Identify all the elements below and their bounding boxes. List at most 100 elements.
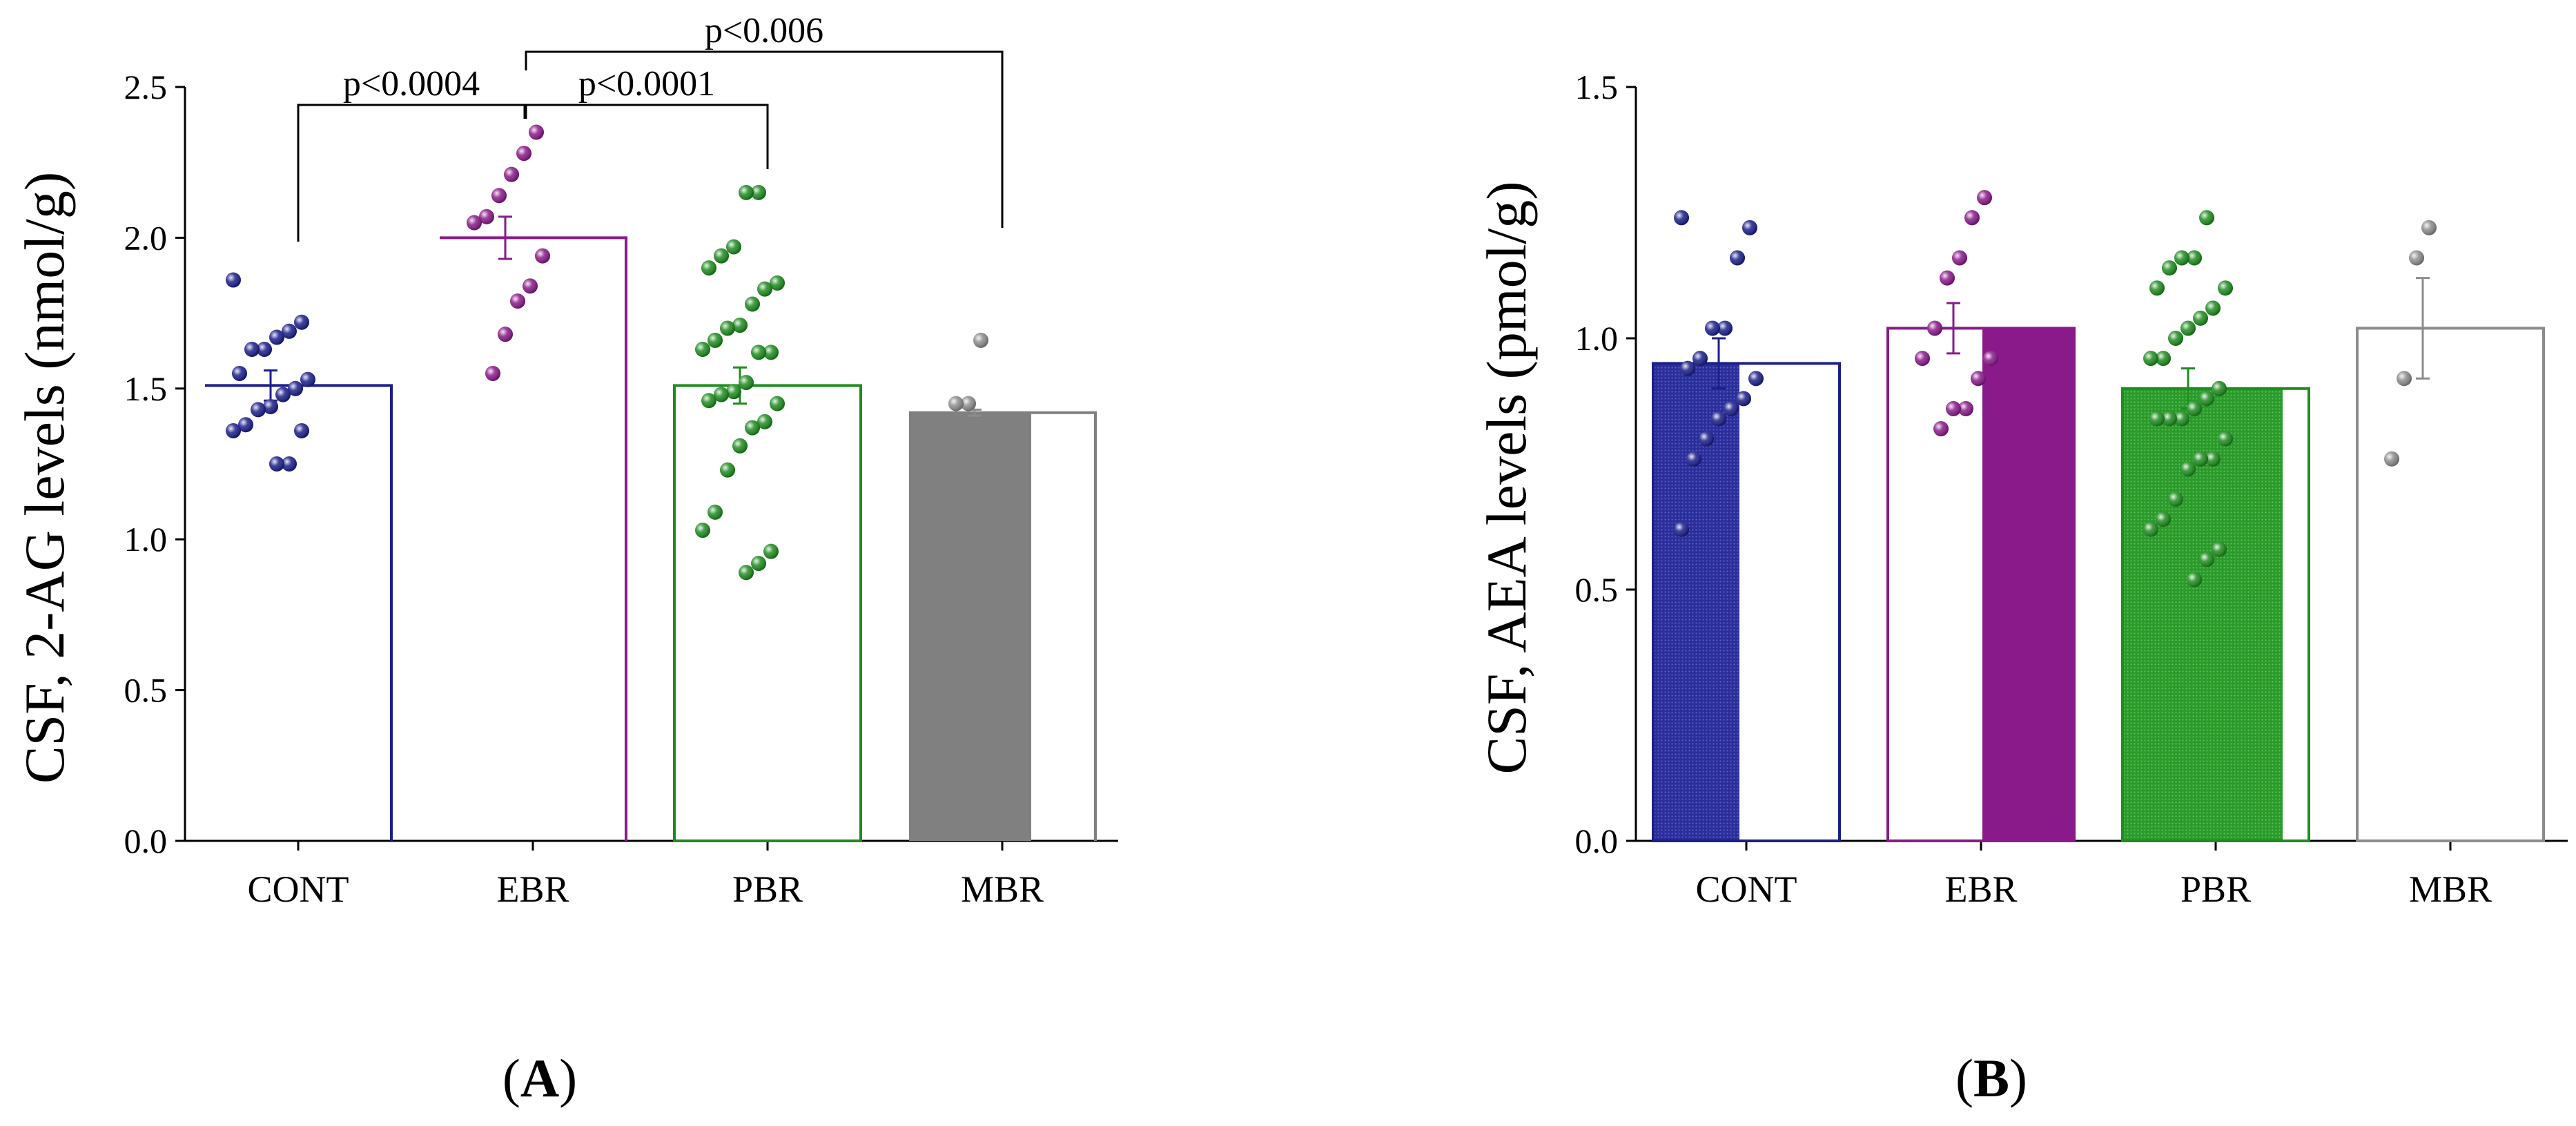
bar-fill <box>1653 363 1739 841</box>
chart-b-data-point <box>2421 220 2437 235</box>
chart-b-data-point <box>2149 411 2165 427</box>
chart-a-data-point <box>763 543 779 559</box>
bar-outline <box>2356 327 2545 842</box>
chart-b-data-point <box>1736 391 1751 407</box>
chart-b-panel-label: (B) <box>1955 1048 2027 1108</box>
bar-outline <box>1652 362 1841 842</box>
chart-b-data-point <box>2168 331 2183 346</box>
chart-a-category-label: MBR <box>961 868 1044 910</box>
chart-b-data-point <box>2174 250 2189 266</box>
chart-a-data-point <box>294 314 309 330</box>
chart-b-data-point <box>2212 541 2227 557</box>
chart-b-y-axis-label: CSF, AEA levels (pmol/g) <box>1475 181 1538 774</box>
chart-a-bar-pbr <box>673 366 862 842</box>
chart-b-data-point <box>2199 391 2214 407</box>
significance-label: p<0.0001 <box>578 64 715 104</box>
chart-b-data-point <box>1940 270 1955 286</box>
chart-a-significance: p<0.0004 p<0.0001 p<0.006 <box>297 11 1004 242</box>
chart-a-panel-letter: A <box>520 1048 559 1108</box>
chart-a-y-tick-label: 1.5 <box>124 369 168 408</box>
chart-b-data-point <box>1952 250 1967 266</box>
chart-b-data-point <box>1971 371 1986 387</box>
chart-b-data-point <box>2156 351 2171 367</box>
chart-a-data-point <box>708 504 723 520</box>
chart-a-data-point <box>751 556 766 572</box>
chart-a-data-point <box>467 215 482 231</box>
chart-b-bar-ebr <box>1886 302 2076 842</box>
chart-b-data-point <box>1958 400 1973 416</box>
chart-a-data-point <box>720 320 735 336</box>
chart-a-data-point <box>510 293 525 309</box>
chart-a-category-label: EBR <box>496 868 569 910</box>
chart-a-data-point <box>714 387 729 402</box>
chart-b-data-point <box>2205 300 2221 316</box>
chart-b-data-point <box>2199 210 2214 226</box>
chart-a-data-point <box>701 260 716 276</box>
chart-b-data-point <box>2205 451 2221 467</box>
chart-a-data-point <box>726 384 741 400</box>
chart-a-data-point <box>251 402 266 418</box>
chart-b-data-point <box>2149 280 2165 296</box>
chart-a-data-point <box>535 248 550 264</box>
chart-a-data-point <box>739 375 754 391</box>
chart-a-data-point <box>516 146 531 162</box>
chart-a-y-tick-label: 2.5 <box>124 68 168 106</box>
chart-b-data-point <box>2218 280 2233 296</box>
chart-a-data-point <box>288 380 303 396</box>
chart-b-data-point <box>2397 371 2412 387</box>
chart-a-data-point <box>720 462 735 478</box>
chart-a-data-point <box>757 414 772 429</box>
chart-a-data-point <box>763 344 779 360</box>
chart-b-data-point <box>2384 451 2399 467</box>
chart-b-data-point <box>1699 431 1714 447</box>
chart-b-data-point <box>2199 552 2214 567</box>
chart-b-data-point <box>2218 431 2233 447</box>
chart-a-data-point <box>751 344 766 360</box>
chart-b-data-point <box>2193 451 2208 467</box>
chart-a-data-point <box>294 423 309 438</box>
chart-b-data-point <box>2162 411 2177 427</box>
chart-b-data-point <box>1742 220 1757 235</box>
chart-a-data-point <box>232 365 247 381</box>
chart-a-data-point <box>745 420 760 436</box>
chart-panel-a: 0.0 0.5 1.0 1.5 2.0 2.5 CONT EBR PBR MBR p<0.0004… <box>13 11 1118 1108</box>
chart-b-data-point <box>1977 190 1992 206</box>
bar-outline <box>205 384 393 841</box>
chart-a-bar-mbr <box>909 408 1097 841</box>
chart-b-data-point <box>1717 320 1733 336</box>
chart-b-data-point <box>1964 210 1980 226</box>
chart-a-data-point <box>498 327 513 342</box>
chart-b-data-point <box>2174 411 2189 427</box>
chart-a-y-tick-label: 1.0 <box>124 520 168 559</box>
bar-outline <box>1031 411 1097 841</box>
bracket-line <box>525 104 769 169</box>
chart-b-data-point <box>2187 572 2202 588</box>
chart-a-data-point <box>238 417 253 433</box>
chart-b-data-point <box>1705 320 1720 336</box>
chart-a-panel-label: (A) <box>502 1048 577 1108</box>
chart-b-data-point <box>1927 320 1942 336</box>
chart-a-data-point <box>269 329 284 345</box>
chart-a-data-point <box>770 275 785 291</box>
chart-b-data-point <box>2156 512 2171 527</box>
chart-b-bar-pbr <box>2121 367 2310 842</box>
chart-b-data-point <box>1946 400 1961 416</box>
chart-b-data-point <box>2212 380 2227 396</box>
chart-b-category-label: MBR <box>2409 868 2492 910</box>
chart-a-data-point <box>726 239 741 255</box>
chart-b-data-point <box>2180 320 2196 336</box>
significance-bracket: p<0.0004 <box>297 64 526 242</box>
significance-bracket: p<0.0001 <box>525 64 769 169</box>
chart-a-bar-cont <box>205 369 393 841</box>
chart-a-data-point <box>479 208 494 224</box>
chart-a-data-point <box>732 438 748 454</box>
chart-a-y-axis-label: CSF, 2-AG levels (nmol/g) <box>13 172 76 784</box>
chart-a-data-point <box>695 523 710 538</box>
chart-a-data-point <box>732 318 748 333</box>
chart-b-data-point <box>1983 351 1998 367</box>
chart-b-data-point <box>2168 491 2183 507</box>
chart-a-points <box>226 124 988 581</box>
chart-a-data-point <box>701 393 716 409</box>
chart-a-data-point <box>529 124 544 140</box>
